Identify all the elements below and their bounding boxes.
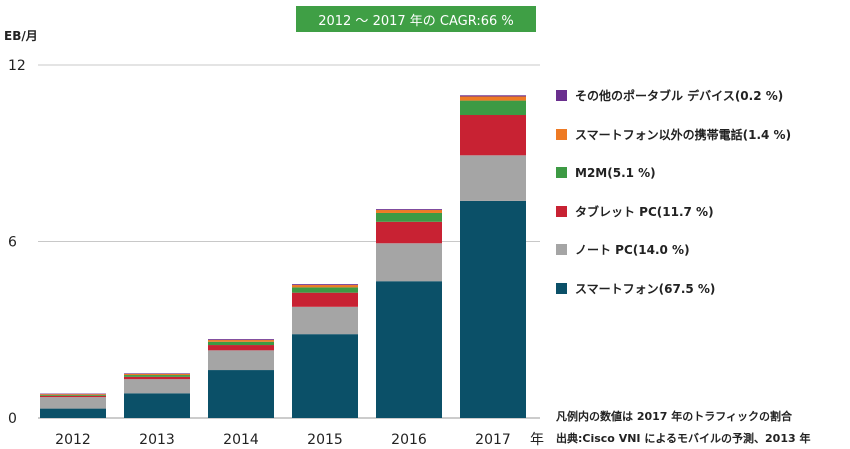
bar-segment-2016-s4 [376, 210, 442, 213]
y-tick-label: 6 [8, 235, 17, 251]
bar-segment-2017-s5 [460, 95, 526, 97]
bar-segment-2015-s1 [292, 306, 358, 335]
note-legend-values: 凡例内の数値は 2017 年のトラフィックの割合 [556, 410, 793, 423]
bar-segment-2013-s3 [124, 375, 190, 377]
legend: その他のポータブル デバイス(0.2 %) スマートフォン以外の携帯電話(1.4 … [556, 86, 846, 317]
legend-label: スマートフォン(67.5 %) [575, 281, 716, 296]
bar-segment-2012-s2 [40, 395, 106, 398]
bar-segment-2016-s5 [376, 209, 442, 211]
legend-swatch [556, 90, 567, 101]
x-tick-label-2012: 2012 [55, 432, 91, 448]
x-tick-label-2015: 2015 [307, 432, 343, 448]
bar-segment-2016-s3 [376, 212, 442, 222]
bar-segment-2012-s3 [40, 395, 106, 396]
cagr-badge: 2012 ～ 2017 年の CAGR:66 % [296, 6, 536, 32]
bar-segment-2013-s0 [124, 393, 190, 418]
bar-segment-2014-s5 [208, 339, 274, 341]
x-tick-label-2013: 2013 [139, 432, 175, 448]
y-axis-label: EB/月 [4, 29, 38, 43]
legend-swatch [556, 244, 567, 255]
note-source: 出典:Cisco VNI によるモバイルの予測、2013 年 [556, 432, 811, 445]
legend-label: ノート PC(14.0 %) [575, 243, 690, 257]
legend-label: その他のポータブル デバイス(0.2 %) [575, 89, 784, 103]
legend-item: タブレット PC(11.7 %) [556, 202, 846, 221]
legend-item: ノート PC(14.0 %) [556, 240, 846, 259]
axis-ticks: 0 6 12 2012 2013 2014 2015 2016 2017 [8, 58, 511, 448]
legend-label: スマートフォン以外の携帯電話(1.4 %) [575, 127, 792, 142]
bar-segment-2017-s2 [460, 115, 526, 156]
x-tick-label-2017: 2017 [475, 432, 511, 448]
bar-segment-2014-s3 [208, 341, 274, 346]
bar-segment-2017-s3 [460, 100, 526, 116]
bar-segment-2017-s1 [460, 155, 526, 201]
gridlines [38, 64, 540, 419]
bar-segment-2015-s3 [292, 287, 358, 293]
y-tick-label: 0 [8, 411, 17, 427]
bar-segment-2013-s2 [124, 376, 190, 380]
bar-segment-2013-s1 [124, 379, 190, 394]
legend-item: M2M(5.1 %) [556, 163, 846, 182]
bar-segment-2012-s5 [40, 393, 106, 395]
legend-label: M2M(5.1 %) [575, 165, 656, 180]
x-tick-label-2014: 2014 [223, 432, 259, 448]
bar-segment-2012-s4 [40, 394, 106, 396]
bar-segment-2017-s4 [460, 96, 526, 101]
bar-segment-2014-s1 [208, 350, 274, 371]
legend-item: スマートフォン以外の携帯電話(1.4 %) [556, 125, 846, 144]
bar-segment-2016-s2 [376, 221, 442, 244]
x-tick-label-2016: 2016 [391, 432, 427, 448]
y-tick-label: 12 [8, 58, 26, 74]
bar-segment-2015-s5 [292, 284, 358, 286]
bar-segment-2013-s4 [124, 373, 190, 376]
bar-segment-2016-s0 [376, 281, 442, 418]
legend-item: スマートフォン(67.5 %) [556, 279, 846, 298]
bars [40, 95, 526, 418]
legend-swatch [556, 167, 567, 178]
legend-swatch [556, 282, 567, 294]
bar-segment-2014-s0 [208, 370, 274, 418]
bar-segment-2014-s2 [208, 345, 274, 351]
bar-segment-2014-s4 [208, 340, 274, 342]
bar-segment-2012-s0 [40, 408, 106, 418]
bar-segment-2013-s5 [124, 373, 190, 374]
legend-swatch [556, 205, 567, 217]
bar-segment-2017-s0 [460, 200, 526, 418]
bar-segment-2016-s1 [376, 243, 442, 282]
bar-segment-2012-s1 [40, 397, 106, 409]
bar-segment-2015-s0 [292, 334, 358, 418]
x-axis-unit-label: 年 [530, 432, 544, 448]
legend-swatch [556, 128, 567, 140]
legend-item: その他のポータブル デバイス(0.2 %) [556, 86, 846, 105]
bar-segment-2015-s4 [292, 285, 358, 288]
bar-segment-2015-s2 [292, 292, 358, 307]
legend-label: タブレット PC(11.7 %) [575, 204, 714, 219]
